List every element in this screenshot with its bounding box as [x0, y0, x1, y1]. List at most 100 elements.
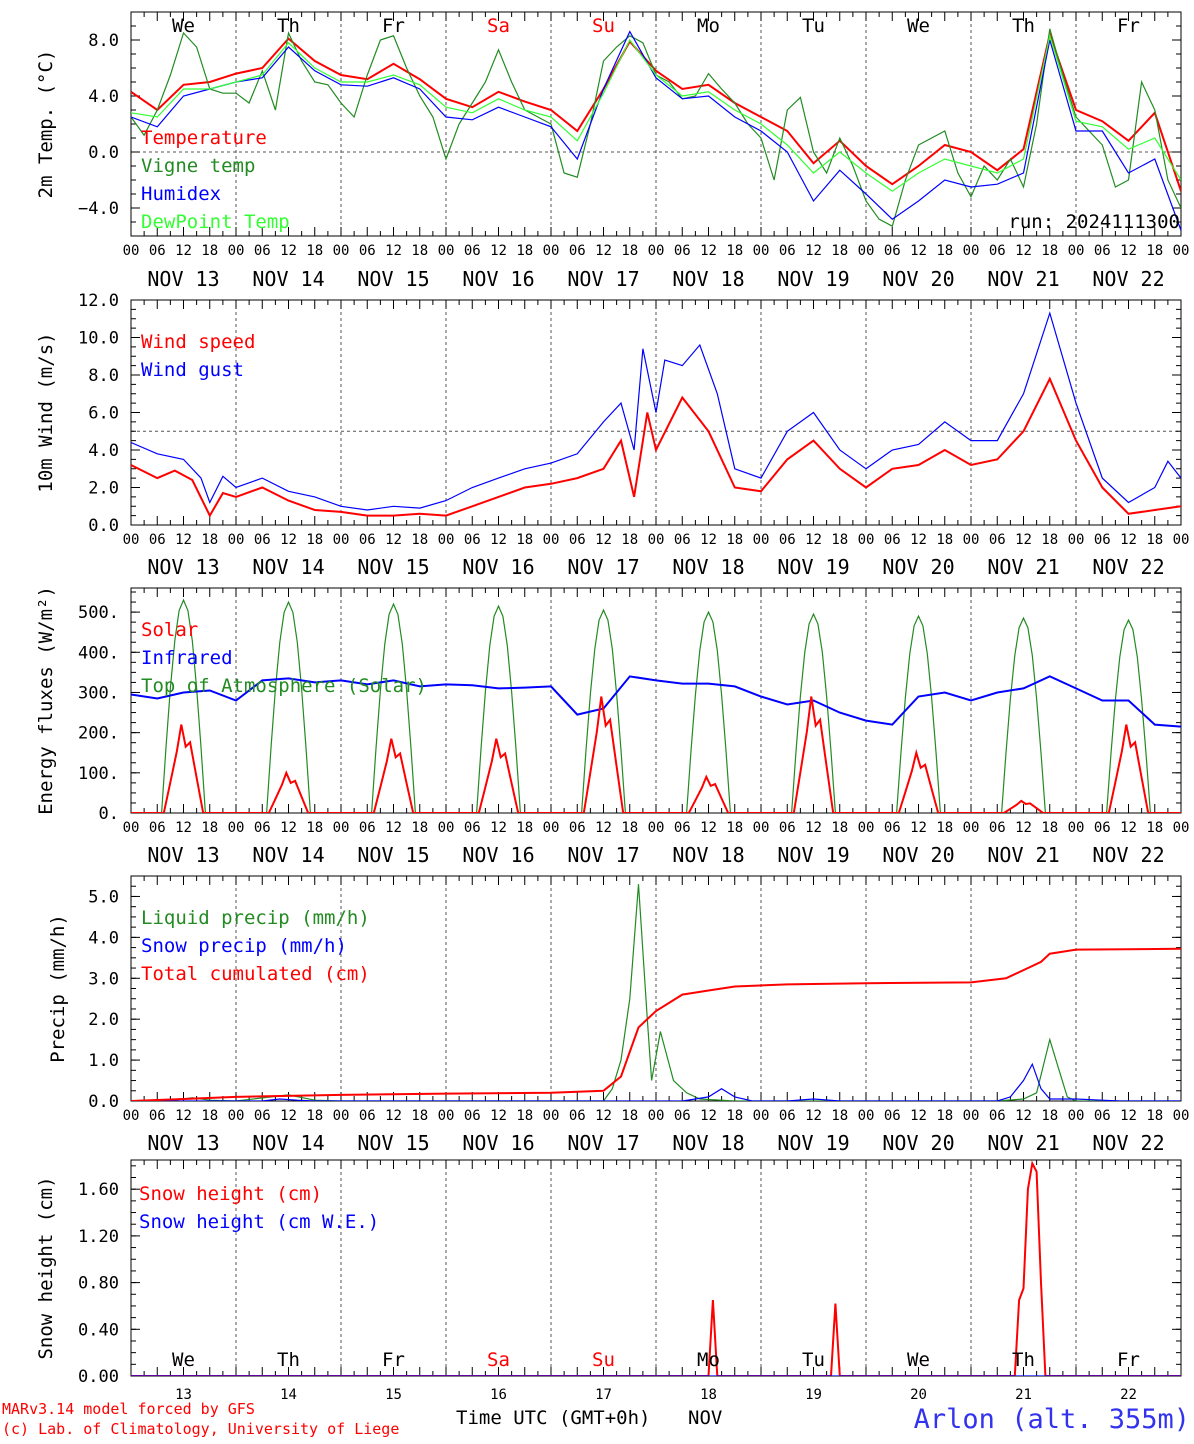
temp-hour-label: 18	[306, 243, 323, 259]
flux-date-label: NOV 18	[672, 843, 744, 867]
flux-date-label: NOV 13	[147, 843, 219, 867]
temp-hour-label: 12	[175, 243, 192, 259]
flux-hour-label: 12	[1015, 820, 1032, 836]
flux-hour-label: 06	[884, 820, 901, 836]
precip-hour-label: 06	[359, 1108, 376, 1124]
weekday-label-bottom: Th	[1012, 1349, 1035, 1371]
weekday-label-top: Tu	[802, 15, 825, 37]
precip-hour-label: 18	[936, 1108, 953, 1124]
weekday-label-top: Mo	[697, 15, 720, 37]
temp-hour-label: 18	[621, 243, 638, 259]
weekday-label-bottom: Fr	[1117, 1349, 1140, 1371]
temp-hour-label: 06	[254, 243, 271, 259]
flux-hour-label: 18	[936, 820, 953, 836]
wind-hour-label: 06	[884, 532, 901, 548]
precip-date-label: NOV 19	[777, 1131, 849, 1155]
precip-legend-snow-precip-mm-h: Snow precip (mm/h)	[141, 935, 347, 957]
precip-hour-label: 18	[1041, 1108, 1058, 1124]
flux-date-label: NOV 15	[357, 843, 429, 867]
flux-hour-label: 06	[569, 820, 586, 836]
precip-ytick-label: 1.0	[88, 1051, 119, 1071]
precip-date-label: NOV 21	[987, 1131, 1059, 1155]
precip-hour-label: 00	[858, 1108, 875, 1124]
wind-hour-label: 12	[1120, 532, 1137, 548]
precip-hour-label: 12	[1015, 1108, 1032, 1124]
temp-date-label: NOV 15	[357, 267, 429, 291]
flux-date-label: NOV 20	[882, 843, 954, 867]
flux-hour-label: 06	[254, 820, 271, 836]
flux-hour-label: 00	[648, 820, 665, 836]
temp-hour-label: 18	[936, 243, 953, 259]
temp-hour-label: 06	[779, 243, 796, 259]
precip-hour-label: 06	[254, 1108, 271, 1124]
flux-legend-solar: Solar	[141, 619, 198, 641]
weekday-label-bottom: Tu	[802, 1349, 825, 1371]
wind-hour-label: 00	[543, 532, 560, 548]
precip-hour-label: 18	[1146, 1108, 1163, 1124]
weekday-label-top: We	[907, 15, 930, 37]
weekday-label-top: Fr	[1117, 15, 1140, 37]
wind-ytick-label: 2.0	[88, 479, 119, 499]
flux-hour-label: 18	[1146, 820, 1163, 836]
flux-hour-label: 18	[411, 820, 428, 836]
flux-ytick-label: 200.	[78, 724, 119, 744]
flux-series-solar	[131, 696, 1181, 813]
flux-hour-label: 18	[516, 820, 533, 836]
temp-hour-label: 00	[1173, 243, 1190, 259]
temp-hour-label: 00	[438, 243, 455, 259]
temp-hour-label: 18	[516, 243, 533, 259]
flux-hour-label: 18	[1041, 820, 1058, 836]
wind-series-wind-speed	[131, 376, 1181, 518]
precip-hour-label: 00	[543, 1108, 560, 1124]
precip-hour-label: 18	[726, 1108, 743, 1124]
temp-date-label: NOV 16	[462, 267, 534, 291]
flux-hour-label: 00	[1173, 820, 1190, 836]
flux-hour-label: 06	[779, 820, 796, 836]
precip-hour-label: 06	[779, 1108, 796, 1124]
precip-hour-label: 06	[569, 1108, 586, 1124]
wind-date-label: NOV 20	[882, 555, 954, 579]
wind-date-label: NOV 15	[357, 555, 429, 579]
precip-hour-label: 00	[753, 1108, 770, 1124]
flux-ytick-label: 400.	[78, 643, 119, 663]
flux-series-top-of-atmosphere-solar	[131, 598, 1181, 813]
flux-hour-label: 00	[123, 820, 140, 836]
snow-ylabel: Snow height (cm)	[35, 1176, 57, 1359]
wind-hour-label: 00	[333, 532, 350, 548]
weekday-label-bottom: We	[172, 1349, 195, 1371]
flux-hour-label: 06	[1094, 820, 1111, 836]
snow-ytick-label: 0.00	[78, 1367, 119, 1387]
flux-hour-label: 12	[490, 820, 507, 836]
weekday-label-bottom: Th	[277, 1349, 300, 1371]
precip-hour-label: 06	[149, 1108, 166, 1124]
weekday-label-bottom: We	[907, 1349, 930, 1371]
wind-hour-label: 00	[753, 532, 770, 548]
flux-date-label: NOV 14	[252, 843, 324, 867]
flux-hour-label: 00	[228, 820, 245, 836]
precip-hour-label: 12	[595, 1108, 612, 1124]
day-number-label: 17	[595, 1387, 612, 1403]
temp-date-label: NOV 13	[147, 267, 219, 291]
footer-model: MARv3.14 model forced by GFS	[2, 1400, 255, 1418]
flux-panel: 0. 100. 200. 300. 400. 500. Energy fluxes (W/m…	[35, 586, 1189, 867]
precip-series-liquid-precip-mm-h	[131, 884, 1181, 1101]
temp-hour-label: 00	[1068, 243, 1085, 259]
wind-hour-label: 12	[595, 532, 612, 548]
temp-hour-label: 12	[490, 243, 507, 259]
flux-hour-label: 12	[1120, 820, 1137, 836]
precip-ytick-label: 4.0	[88, 928, 119, 948]
wind-hour-label: 18	[411, 532, 428, 548]
wind-hour-label: 06	[359, 532, 376, 548]
wind-hour-label: 18	[516, 532, 533, 548]
precip-ylabel: Precip (mm/h)	[47, 914, 69, 1063]
wind-panel: 0.0 2.0 4.0 6.0 8.0 10.0 12.0 10m Wind (m/s) 00 0…	[35, 291, 1189, 579]
precip-date-label: NOV 14	[252, 1131, 324, 1155]
temp-series-temperature	[131, 30, 1181, 192]
temp-hour-label: 12	[1015, 243, 1032, 259]
temp-hour-label: 00	[123, 243, 140, 259]
flux-hour-label: 06	[359, 820, 376, 836]
precip-hour-label: 12	[385, 1108, 402, 1124]
precip-hour-label: 12	[175, 1108, 192, 1124]
wind-ytick-label: 6.0	[88, 404, 119, 424]
temp-ytick-label: 4.0	[88, 87, 119, 107]
